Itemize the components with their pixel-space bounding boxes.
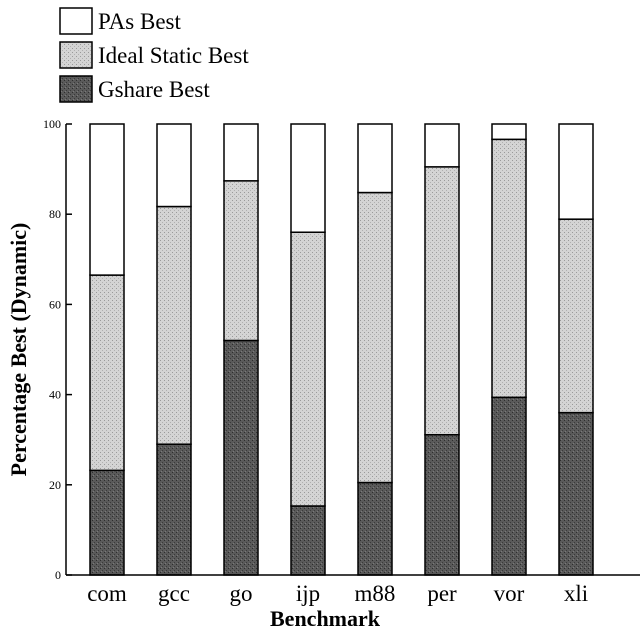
bar-segment-xli-ideal-static-best	[558, 218, 594, 414]
y-tick-label-60: 60	[49, 297, 61, 311]
bar-segment-per-pas-best	[424, 123, 460, 168]
bar-segment-com-gshare-best	[89, 469, 125, 576]
legend-label-gshare-best: Gshare Best	[98, 77, 210, 102]
bar-segment-xli-pas-best	[558, 123, 594, 220]
bar-segment-go-ideal-static-best	[223, 180, 259, 342]
x-tick-label-go: go	[230, 581, 253, 606]
y-axis-label: Percentage Best (Dynamic)	[6, 223, 31, 477]
bar-segment-com-ideal-static-best	[89, 274, 125, 472]
bar-segment-vor-pas-best	[491, 123, 527, 141]
y-tick-label-40: 40	[49, 388, 61, 402]
bar-segment-ijp-pas-best	[290, 123, 326, 233]
bar-segment-gcc-gshare-best	[156, 443, 192, 576]
plot-area	[89, 123, 594, 576]
bar-segment-gcc-pas-best	[156, 123, 192, 208]
x-tick-label-gcc: gcc	[158, 581, 190, 606]
axes: com gcc go ijp m88 per vor xli 0 20 40 60 80 100 Bench…	[6, 117, 640, 631]
bar-segment-vor-ideal-static-best	[491, 138, 527, 399]
x-tick-label-m88: m88	[355, 581, 396, 606]
x-tick-label-ijp: ijp	[296, 581, 320, 606]
bar-segment-com-pas-best	[89, 123, 125, 276]
legend-swatch-gshare-best	[59, 75, 93, 103]
bar-segment-gcc-ideal-static-best	[156, 205, 192, 445]
x-tick-label-com: com	[87, 581, 127, 606]
bar-segment-go-gshare-best	[223, 339, 259, 576]
legend-swatch-ideal-static-best	[59, 41, 93, 69]
bar-segment-per-ideal-static-best	[424, 166, 460, 436]
legend-label-pas-best: PAs Best	[98, 9, 181, 34]
legend-swatch-pas-best	[59, 7, 93, 35]
bar-segment-ijp-gshare-best	[290, 505, 326, 576]
bar-segment-m88-ideal-static-best	[357, 191, 393, 484]
bar-segment-per-gshare-best	[424, 433, 460, 576]
y-tick-label-0: 0	[55, 568, 61, 582]
bar-segment-ijp-ideal-static-best	[290, 231, 326, 507]
x-tick-label-per: per	[427, 581, 457, 606]
bar-segment-go-pas-best	[223, 123, 259, 182]
bar-segment-xli-gshare-best	[558, 411, 594, 576]
y-tick-label-100: 100	[43, 117, 61, 131]
x-tick-label-vor: vor	[494, 581, 525, 606]
x-tick-label-xli: xli	[564, 581, 588, 606]
legend: PAs Best Ideal Static Best Gshare Best	[59, 7, 249, 103]
x-axis-label: Benchmark	[270, 606, 381, 631]
bar-segment-m88-gshare-best	[357, 481, 393, 576]
bar-segment-m88-pas-best	[357, 123, 393, 194]
legend-label-ideal-static-best: Ideal Static Best	[98, 43, 249, 68]
y-tick-label-80: 80	[49, 207, 61, 221]
bar-segment-vor-gshare-best	[491, 396, 527, 576]
y-tick-label-20: 20	[49, 478, 61, 492]
